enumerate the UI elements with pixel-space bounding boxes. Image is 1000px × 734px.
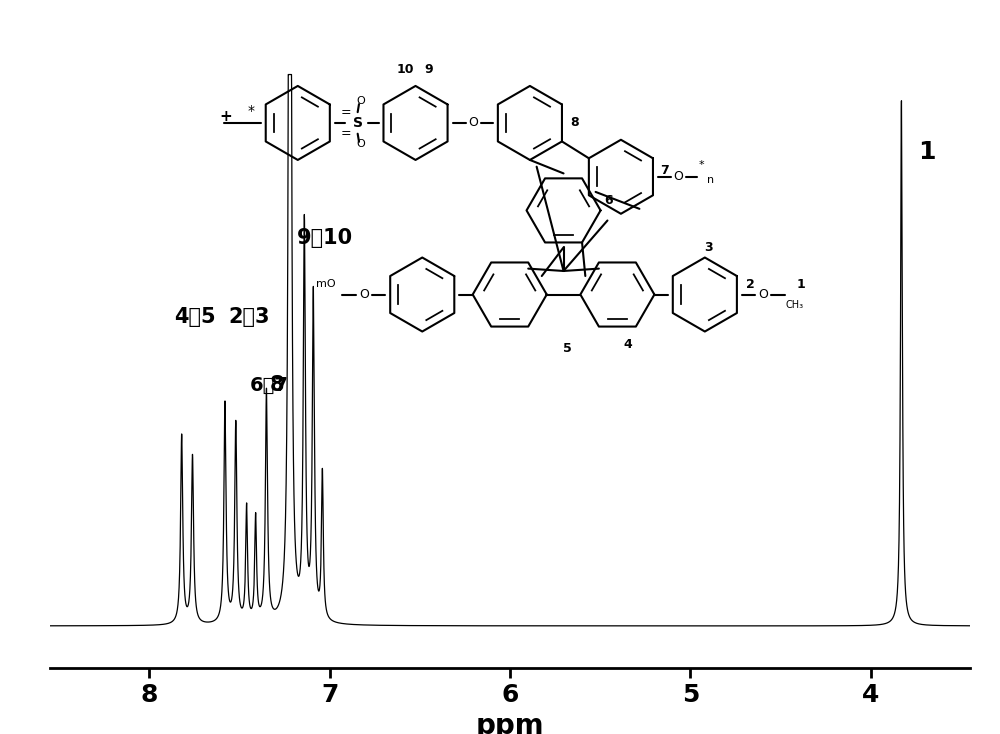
Text: 2: 2 xyxy=(746,278,754,291)
Text: 6、7: 6、7 xyxy=(250,376,289,395)
Text: O: O xyxy=(468,117,478,129)
Text: 9: 9 xyxy=(425,62,433,76)
Text: 4: 4 xyxy=(623,338,632,352)
Text: 2、3: 2、3 xyxy=(229,307,270,327)
Text: 9、10: 9、10 xyxy=(297,228,353,248)
X-axis label: ppm: ppm xyxy=(476,712,544,734)
Text: +: + xyxy=(219,109,232,124)
Text: 6: 6 xyxy=(604,194,613,207)
Text: 5: 5 xyxy=(563,342,571,355)
Text: =: = xyxy=(341,126,352,139)
Text: O: O xyxy=(356,139,365,150)
Text: *: * xyxy=(247,103,254,118)
Text: 8: 8 xyxy=(270,375,285,395)
Text: O: O xyxy=(758,288,768,301)
Text: O: O xyxy=(673,170,683,184)
Text: 1: 1 xyxy=(918,139,935,164)
Text: 1: 1 xyxy=(797,278,805,291)
Text: 4、5: 4、5 xyxy=(174,307,216,327)
Text: CH₃: CH₃ xyxy=(785,299,803,310)
Text: *: * xyxy=(699,160,704,170)
Text: O: O xyxy=(356,96,365,106)
Text: 10: 10 xyxy=(397,62,414,76)
Text: =: = xyxy=(341,106,352,120)
Text: 8: 8 xyxy=(571,117,579,129)
Text: 7: 7 xyxy=(660,164,669,177)
Text: S: S xyxy=(353,116,363,130)
Text: n: n xyxy=(707,175,714,185)
Text: 3: 3 xyxy=(704,241,713,254)
Text: O: O xyxy=(359,288,369,301)
Text: mO: mO xyxy=(316,280,336,289)
